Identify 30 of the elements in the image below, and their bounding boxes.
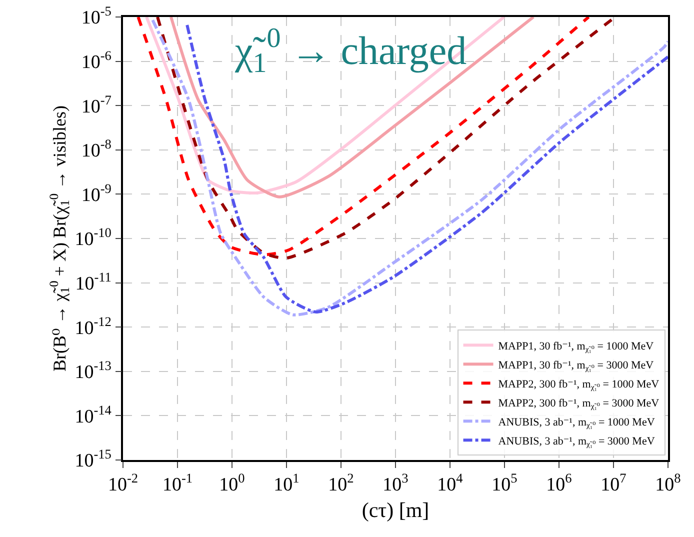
y-tick-label: 10$^{-15}$ <box>74 446 112 472</box>
x-tick-label: 10$^{3}$ <box>382 470 409 496</box>
y-tick-label: 10$^{-7}$ <box>81 92 112 118</box>
x-tick-label: 10$^{-2}$ <box>108 470 138 496</box>
x-tick-label: 10$^{4}$ <box>437 470 464 496</box>
x-tick-label: 10$^{2}$ <box>328 470 354 496</box>
x-axis-title: (cτ) [m] <box>362 498 430 522</box>
y-tick-label: 10$^{-13}$ <box>74 358 112 384</box>
y-tick-label: 10$^{-9}$ <box>81 180 112 206</box>
legend-label: ANUBIS, 3 ab⁻¹, m$_{χ̃₁⁰}$ = 3000 MeV <box>498 435 655 449</box>
y-tick-label: 10$^{-10}$ <box>74 225 112 250</box>
x-tick-label: 10$^{8}$ <box>655 470 682 496</box>
x-tick-label: 10$^{5}$ <box>492 470 518 496</box>
y-tick-label: 10$^{-8}$ <box>81 136 112 162</box>
legend-label: MAPP2, 300 fb⁻¹, m$_{χ̃₁⁰}$ = 1000 MeV <box>498 378 660 392</box>
legend-label: MAPP2, 300 fb⁻¹, m$_{χ̃₁⁰}$ = 3000 MeV <box>498 397 660 411</box>
y-tick-label: 10$^{-5}$ <box>81 4 112 29</box>
legend-label: ANUBIS, 3 ab⁻¹, m$_{χ̃₁⁰}$ = 1000 MeV <box>498 416 655 430</box>
y-tick-label: 10$^{-6}$ <box>81 48 112 73</box>
x-tick-label: 10$^{1}$ <box>274 470 300 496</box>
x-tick-label: 10$^{7}$ <box>600 470 627 496</box>
y-tick-label: 10$^{-12}$ <box>74 314 112 339</box>
annotation: χ̃$_{1}$$^{0}$ → charged <box>234 23 467 80</box>
legend-label: MAPP1, 30 fb⁻¹, m$_{χ̃₁⁰}$ = 3000 MeV <box>498 359 654 373</box>
y-tick-label: 10$^{-11}$ <box>75 269 112 294</box>
x-tick-label: 10$^{0}$ <box>219 470 246 496</box>
legend-label: MAPP1, 30 fb⁻¹, m$_{χ̃₁⁰}$ = 1000 MeV <box>498 340 654 354</box>
y-tick-label: 10$^{-14}$ <box>74 402 112 428</box>
x-tick-label: 10$^{-1}$ <box>162 470 193 496</box>
x-tick-label: 10$^{6}$ <box>546 470 572 496</box>
